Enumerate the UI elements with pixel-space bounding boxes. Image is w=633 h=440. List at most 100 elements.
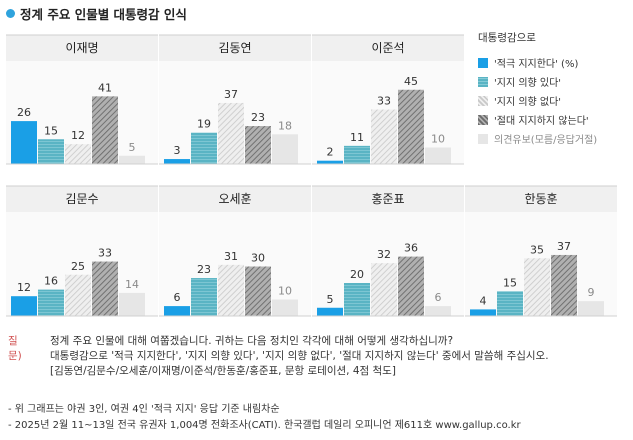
bar-strong-oppose (92, 261, 118, 316)
legend-swatch (478, 133, 488, 144)
bar-value-label: 19 (197, 118, 211, 131)
bar-strong-oppose (398, 256, 424, 316)
bar-value-label: 15 (44, 124, 58, 137)
panel-1: 이재명 26 15 12 41 5 (6, 34, 158, 165)
bar-value-label: 11 (350, 131, 364, 144)
legend-swatch (478, 57, 488, 68)
panel-4: 김문수 12 16 25 33 14 (6, 185, 158, 317)
panel-header-bg (159, 186, 311, 212)
bar-strong-support (164, 159, 190, 164)
bar-some-support (191, 278, 217, 316)
bar-no-support (218, 264, 244, 316)
bar-value-label: 32 (377, 248, 391, 261)
bar-some-support (191, 132, 217, 164)
bar-value-label: 41 (98, 81, 112, 94)
legend-label: '절대 지지하지 않는다' (494, 116, 589, 127)
legend-item-some-support: '지지 의향 있다' (478, 72, 597, 91)
panel-header-bg (465, 186, 617, 212)
bar-value-label: 33 (377, 95, 391, 108)
bar-undecided (425, 147, 451, 164)
bar-value-label: 14 (125, 278, 139, 291)
bar-value-label: 37 (224, 88, 238, 101)
panel-header-bg (6, 186, 158, 212)
bar-value-label: 5 (129, 141, 136, 154)
panel-5: 오세훈 6 23 31 30 10 (159, 185, 311, 317)
bar-strong-support (317, 307, 343, 316)
bar-value-label: 12 (71, 129, 85, 142)
bar-value-label: 9 (588, 286, 595, 299)
panel-name: 오세훈 (218, 192, 251, 206)
bar-some-support (38, 139, 64, 164)
bar-some-support (344, 283, 370, 316)
bar-value-label: 25 (71, 260, 85, 273)
legend-swatch (478, 95, 488, 106)
bar-value-label: 18 (278, 119, 292, 132)
bar-value-label: 2 (327, 146, 334, 159)
bar-no-support (218, 102, 244, 164)
bar-undecided (119, 155, 145, 164)
footnote: - 위 그래프는 야권 3인, 여권 4인 '적극 지지' 응답 기준 내림차순 (8, 404, 280, 415)
bar-value-label: 3 (174, 144, 181, 157)
bar-undecided (272, 134, 298, 164)
bar-no-support (524, 258, 550, 316)
bar-value-label: 20 (350, 268, 364, 281)
legend-label: '지지 의향 있다' (494, 78, 562, 89)
panel-3: 이준석 2 11 33 45 10 (312, 34, 464, 165)
legend-swatch (478, 114, 488, 125)
bar-value-label: 31 (224, 250, 238, 263)
legend-item-no-support: '지지 의향 없다' (478, 91, 597, 110)
bar-undecided (578, 301, 604, 316)
panel-header-bg (312, 35, 464, 61)
bar-value-label: 16 (44, 275, 58, 288)
panel-name: 이준석 (371, 41, 404, 55)
legend-title: 대통령감으로 (478, 32, 536, 44)
panel-name: 김동연 (218, 41, 251, 55)
question-label: 질문) (8, 335, 22, 362)
bar-strong-oppose (551, 254, 577, 316)
bar-strong-support (317, 160, 343, 164)
footnote: - 2025년 2월 11~13일 전국 유권자 1,004명 전화조사(CAT… (8, 420, 521, 431)
bar-undecided (272, 299, 298, 316)
panel-2: 김동연 3 19 37 23 18 (159, 34, 311, 165)
panel-name: 한동훈 (524, 192, 557, 206)
bar-strong-oppose (245, 266, 271, 316)
bar-strong-oppose (245, 126, 271, 164)
bar-value-label: 10 (278, 285, 292, 298)
chart-title-text: 정계 주요 인물별 대통령감 인식 (20, 7, 187, 22)
bar-value-label: 23 (197, 263, 211, 276)
panel-name: 이재명 (65, 41, 98, 55)
bar-strong-oppose (92, 96, 118, 164)
panel-header-bg (312, 186, 464, 212)
bar-undecided (425, 306, 451, 316)
bar-no-support (65, 144, 91, 164)
bar-strong-support (470, 309, 496, 316)
legend-label: '지지 의향 없다' (494, 97, 562, 108)
question-line: 대통령감으로 '적극 지지한다', '지지 의향 있다', '지지 의향 없다'… (50, 350, 549, 362)
bar-value-label: 6 (174, 291, 181, 304)
bar-strong-support (164, 306, 190, 316)
bar-value-label: 35 (530, 243, 544, 256)
bar-value-label: 23 (251, 111, 265, 124)
panel-header-bg (6, 35, 158, 61)
bar-value-label: 33 (98, 247, 112, 260)
legend-label: 의견유보(모름/응답거절) (494, 135, 598, 146)
bar-value-label: 10 (431, 133, 445, 146)
legend-swatch (478, 76, 488, 87)
legend: 대통령감으로 '적극 지지한다' (%) '지지 의향 있다' '지지 의향 없다'… (478, 30, 597, 148)
chart-title: 정계 주요 인물별 대통령감 인식 (6, 4, 187, 23)
bar-no-support (371, 263, 397, 316)
legend-item-undecided: 의견유보(모름/응답거절) (478, 129, 597, 148)
panel-7: 한동훈 4 15 35 37 9 (465, 185, 617, 317)
bar-value-label: 12 (17, 281, 31, 294)
bar-no-support (65, 274, 91, 316)
question-line: [김동연/김문수/오세훈/이재명/이준석/한동훈/홍준표, 문항 로테이션, 4… (50, 365, 396, 377)
footnotes: - 위 그래프는 야권 3인, 여권 4인 '적극 지지' 응답 기준 내림차순… (8, 402, 521, 434)
bar-some-support (38, 289, 64, 316)
question-line: 정계 주요 인물에 대해 여쭙겠습니다. 귀하는 다음 정치인 각각에 대해 어… (50, 335, 454, 347)
bar-no-support (371, 109, 397, 164)
bar-value-label: 15 (503, 276, 517, 289)
bar-strong-oppose (398, 89, 424, 164)
bar-value-label: 37 (557, 240, 571, 253)
legend-label: '적극 지지한다' (%) (494, 59, 579, 70)
legend-item-strong-support: '적극 지지한다' (%) (478, 53, 597, 72)
